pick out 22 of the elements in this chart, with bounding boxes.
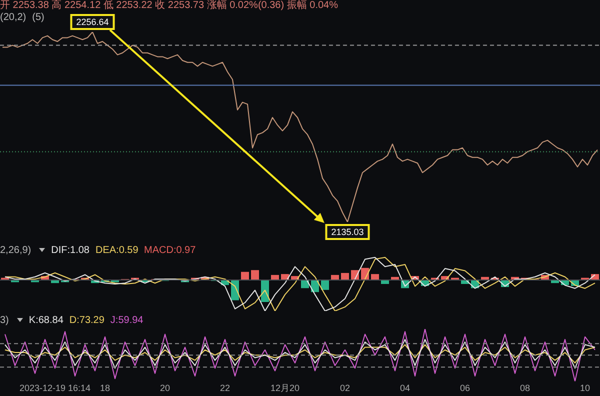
text: (20,2)	[0, 12, 26, 23]
text: 3)	[0, 315, 9, 326]
text: D:73.29	[69, 315, 104, 326]
x-tick-label: 18	[100, 383, 110, 394]
series-label: DIF:1.08	[51, 245, 90, 256]
annotation: 2256.64	[76, 16, 109, 27]
series-label: DEA:0.59	[96, 245, 138, 256]
x-tick-label: 08	[520, 383, 530, 394]
text: (5)	[32, 12, 44, 23]
text: 2,26,9)	[0, 245, 32, 256]
text: MACD:0.97	[144, 245, 196, 256]
annotation: 2135.03	[331, 226, 364, 237]
x-tick-label: 06	[460, 383, 470, 394]
series-label: K:68.84	[28, 315, 64, 326]
x-tick-label: 22	[220, 383, 230, 394]
x-tick-label: 10	[580, 383, 590, 394]
series-label: J:59.94	[110, 315, 144, 326]
x-tick-label: 04	[400, 383, 410, 394]
x-tick-label: 02	[340, 383, 350, 394]
x-tick-label: 2023-12-19 16:14	[19, 383, 91, 394]
x-tick-label: 12月20	[270, 383, 300, 394]
x-tick-label: 20	[160, 383, 170, 394]
